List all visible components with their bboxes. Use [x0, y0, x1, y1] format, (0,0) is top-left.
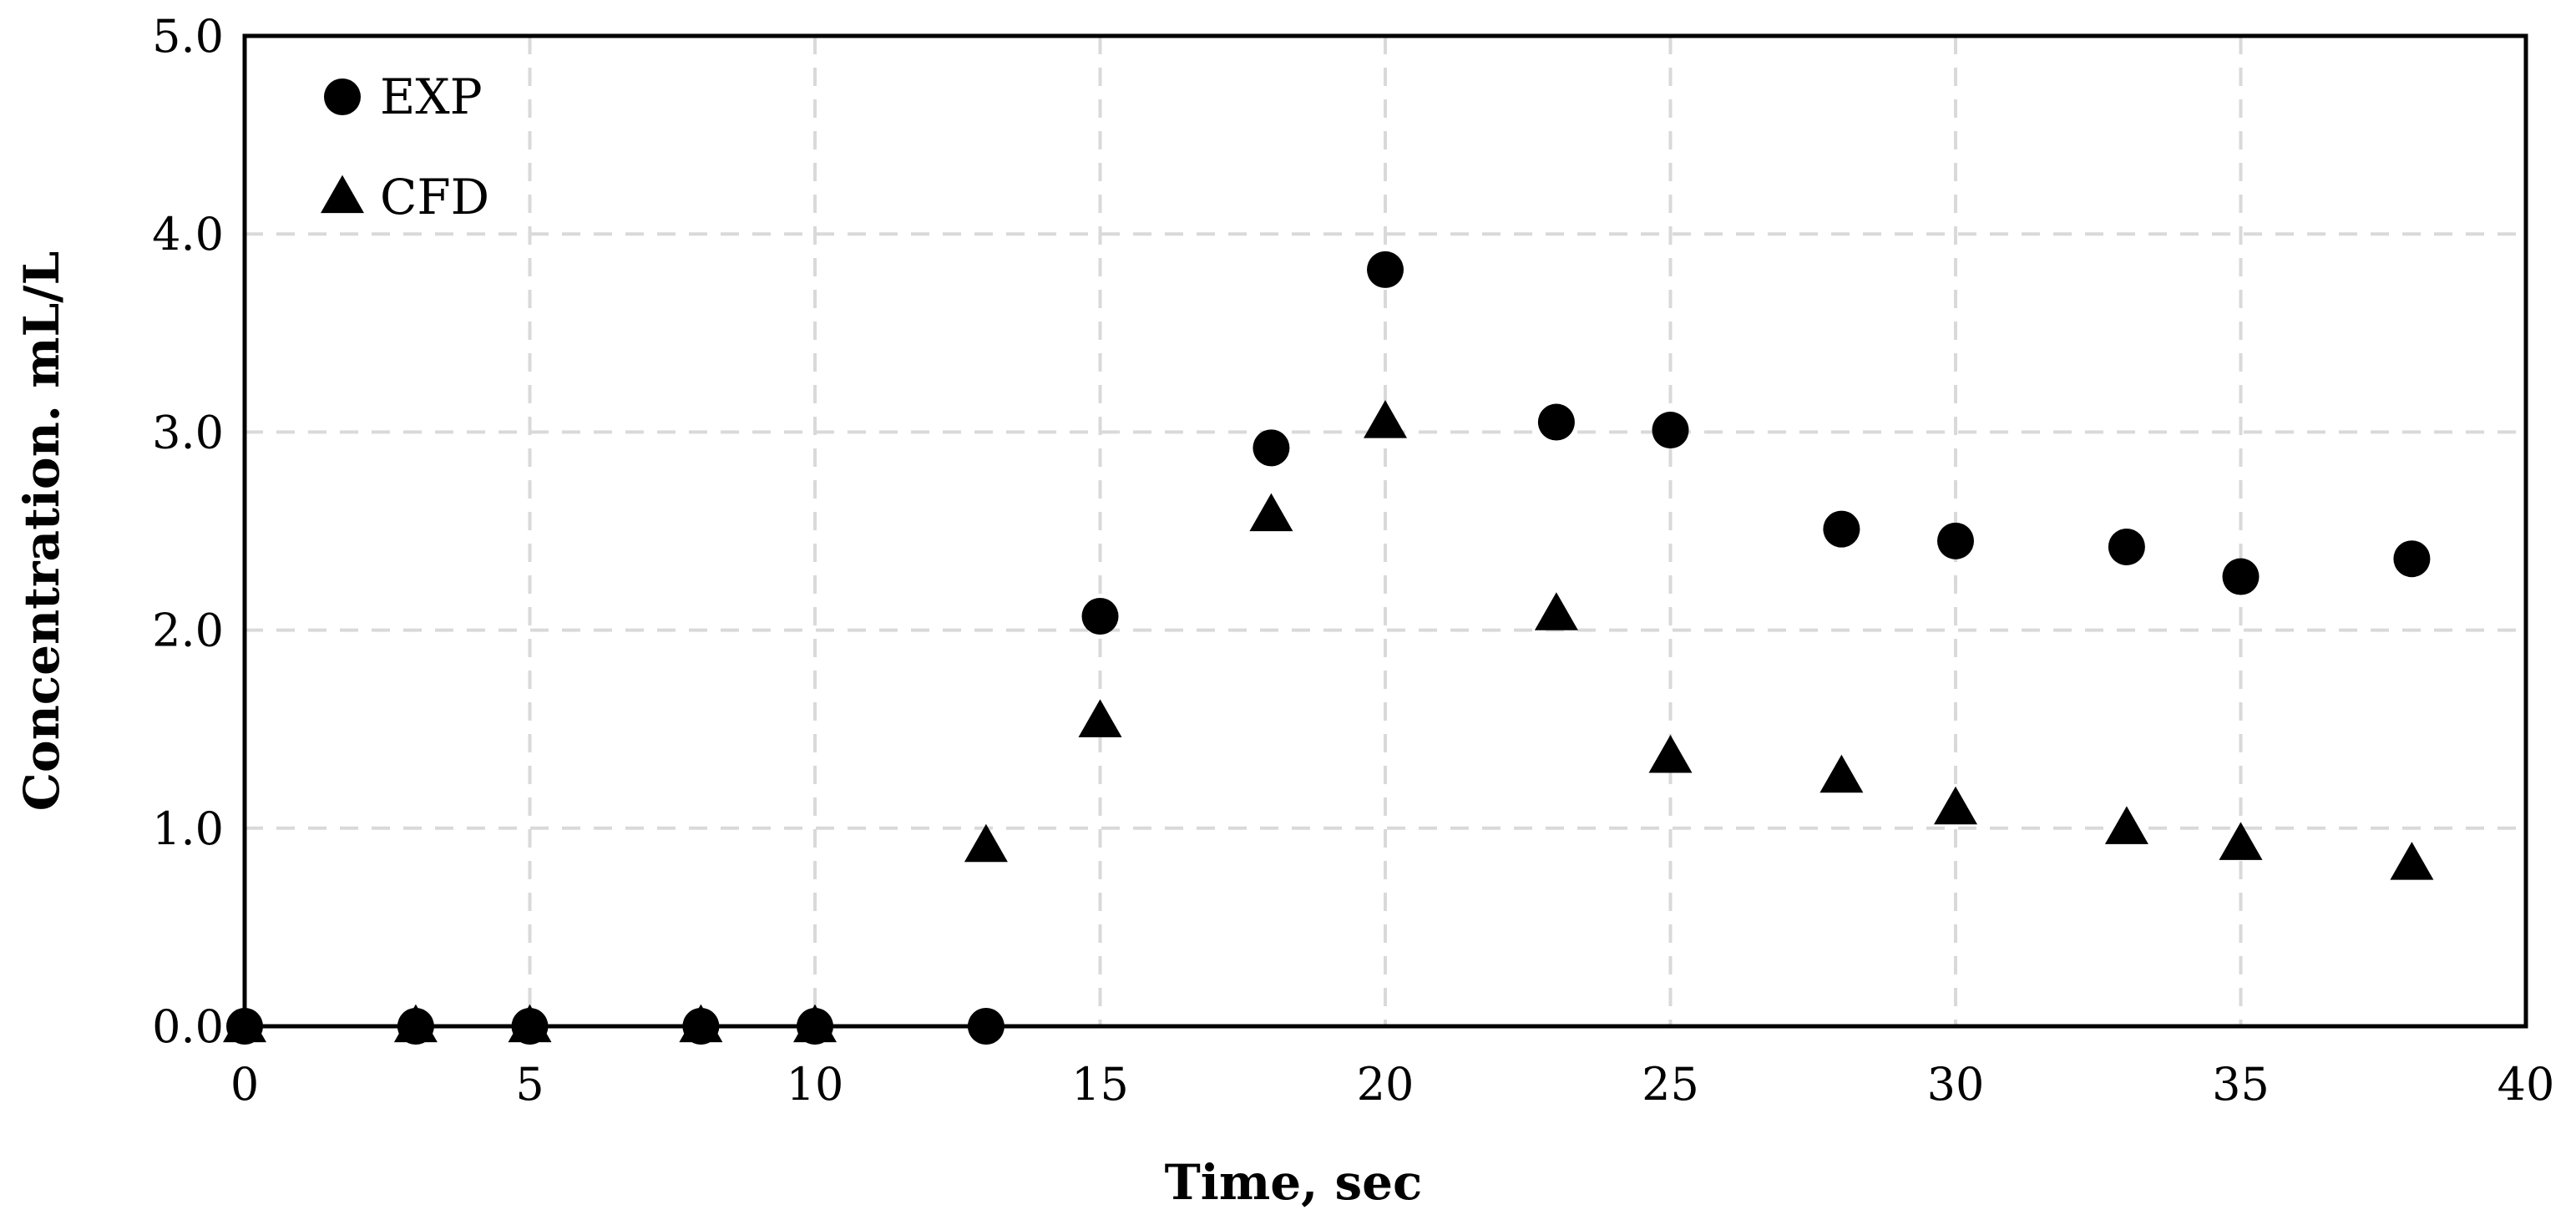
data-point-exp [1081, 597, 1119, 635]
x-tick-label: 0 [230, 1058, 259, 1111]
grid-layer [245, 36, 2526, 1026]
data-point-cfd [2219, 822, 2263, 860]
x-tick-label: 5 [515, 1058, 544, 1111]
legend-marker-triangle [321, 175, 364, 214]
data-point-exp [682, 1008, 720, 1045]
plot-area-frame [242, 33, 2528, 1029]
x-tick-label: 15 [1071, 1058, 1129, 1111]
data-point-exp [2108, 528, 2145, 565]
legend-item-cfd: CFD [321, 169, 489, 225]
series-cfd [223, 400, 2434, 1043]
data-point-cfd [1249, 493, 1293, 532]
y-tick-label: 4.0 [152, 208, 224, 261]
y-tick-label: 1.0 [152, 802, 224, 855]
tick-labels: 0 5 10 15 20 25 30 35 40 0.0 1.0 2.0 3.0 4.0 5.0 [152, 10, 2554, 1111]
x-tick-label: 35 [2212, 1058, 2270, 1111]
data-point-cfd [1364, 400, 1407, 438]
legend: EXP CFD [321, 68, 489, 225]
data-point-cfd [1648, 735, 1693, 773]
data-point-exp [1823, 510, 1860, 548]
legend-marker-circle [324, 78, 361, 115]
x-tick-label: 25 [1642, 1058, 1699, 1111]
x-tick-label: 30 [1927, 1058, 1985, 1111]
legend-item-exp: EXP [324, 68, 483, 125]
data-point-exp [397, 1008, 434, 1045]
legend-label: EXP [380, 68, 483, 125]
data-point-cfd [1534, 592, 1578, 630]
legend-label: CFD [380, 169, 489, 225]
data-point-exp [2222, 558, 2260, 595]
data-markers [223, 251, 2434, 1045]
series-exp [226, 251, 2431, 1045]
data-point-exp [511, 1008, 549, 1045]
y-tick-label: 3.0 [152, 406, 224, 458]
x-tick-label: 10 [787, 1058, 844, 1111]
data-point-exp [1253, 429, 1290, 467]
y-tick-label: 0.0 [152, 1000, 224, 1053]
data-point-cfd [2390, 842, 2434, 880]
data-point-exp [1367, 251, 1404, 288]
data-point-exp [1652, 412, 1689, 449]
data-point-cfd [1934, 786, 1977, 825]
y-tick-label: 2.0 [152, 605, 224, 657]
data-point-exp [1537, 403, 1575, 441]
data-point-cfd [1078, 699, 1122, 737]
data-point-exp [226, 1008, 263, 1045]
x-axis-title: Time, sec [1165, 1154, 1423, 1211]
data-point-cfd [964, 823, 1008, 863]
data-point-exp [797, 1008, 833, 1045]
x-tick-label: 40 [2498, 1058, 2555, 1111]
y-axis-title: Concentration. mL/L [13, 251, 70, 812]
data-point-exp [2393, 540, 2431, 578]
y-tick-label: 5.0 [152, 10, 224, 63]
data-point-cfd [1819, 754, 1864, 793]
data-point-cfd [2104, 806, 2148, 844]
data-point-exp [967, 1008, 1005, 1045]
data-point-exp [1937, 522, 1974, 559]
x-tick-label: 20 [1357, 1058, 1415, 1111]
